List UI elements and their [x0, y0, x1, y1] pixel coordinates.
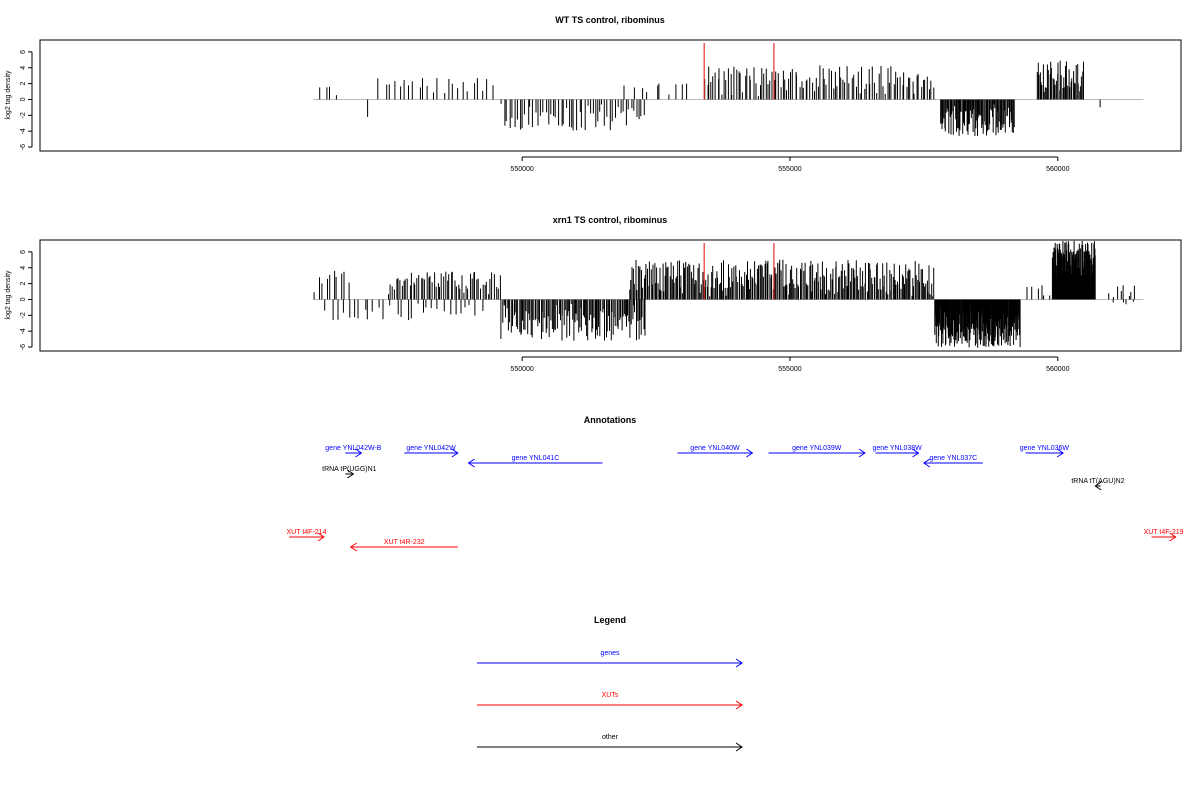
- y-axis: -6 -4 -2 0 2 4 6: [20, 50, 33, 150]
- y-tick-label: 6: [20, 250, 27, 254]
- x-axis: 550000 555000 560000: [510, 356, 1070, 373]
- feature-arrowhead: [451, 448, 459, 458]
- y-tick-label: -2: [20, 112, 27, 118]
- y-tick-label: 4: [20, 266, 27, 270]
- feature-label: tRNA tT(AGU)N2: [1071, 478, 1124, 485]
- y-tick-label: 6: [20, 50, 27, 54]
- y-tick-label: -4: [20, 128, 27, 134]
- y-tick-label: 4: [20, 66, 27, 70]
- wt-coverage-panel: WT TS control, ribominus log2 tag densit…: [5, 15, 1182, 173]
- legend-arrowhead: [735, 700, 743, 710]
- xrn1-coverage-panel: xrn1 TS control, ribominus log2 tag dens…: [5, 215, 1182, 373]
- legend-arrowhead: [735, 742, 743, 752]
- feature-arrowhead: [349, 542, 357, 552]
- panel-title: WT TS control, ribominus: [555, 15, 665, 25]
- marker-lines: [703, 243, 775, 300]
- feature-arrowhead: [317, 532, 325, 542]
- feature-arrowhead: [858, 448, 866, 458]
- annotations-track: Annotations gene YNL042W-B gene YNL042Wge…: [287, 415, 1184, 552]
- feature-arrowhead: [347, 469, 355, 479]
- legend-item: other: [477, 734, 743, 752]
- feature-gene: gene YNL037C: [922, 455, 983, 468]
- feature-label: gene YNL038W: [872, 445, 922, 452]
- feature-arrowhead: [1169, 532, 1177, 542]
- feature-arrowhead: [746, 448, 754, 458]
- feature-arrowhead: [922, 458, 931, 468]
- feature-label: gene YNL041C: [512, 455, 560, 462]
- feature-label: gene YNL036W: [1020, 445, 1070, 452]
- y-tick-label: 0: [20, 97, 27, 101]
- legend-items: genes XUTs other: [477, 650, 743, 752]
- feature-gene: gene YNL038W: [872, 445, 922, 458]
- y-tick-label: -6: [20, 344, 27, 350]
- feature-gene: gene YNL042W-B: [325, 445, 382, 458]
- coverage-bars: [313, 240, 1135, 348]
- feature-xut: XUT t4R-232: [349, 539, 458, 552]
- plot-frame: [39, 39, 1182, 152]
- feature-other: tRNA tT(AGU)N2: [1071, 478, 1125, 491]
- y-axis-label: log2 tag density: [5, 270, 12, 320]
- feature-label: gene YNL042W-B: [325, 445, 381, 452]
- y-tick-label: 2: [20, 282, 27, 286]
- x-tick-label: 555000: [778, 366, 801, 373]
- feature-arrowhead: [912, 448, 920, 458]
- feature-gene: gene YNL039W: [768, 445, 866, 458]
- legend-item: XUTs: [477, 692, 743, 710]
- feature-xut: XUT t4F-219: [1144, 529, 1184, 542]
- feature-other: tRNA tP(UGG)N1: [322, 466, 377, 479]
- feature-arrowhead: [1056, 448, 1065, 458]
- y-tick-label: 2: [20, 82, 27, 86]
- marker-lines: [703, 43, 775, 100]
- legend-arrowhead: [735, 658, 743, 668]
- x-tick-label: 550000: [510, 366, 533, 373]
- legend-label: other: [602, 734, 619, 741]
- feature-label: XUT t4F-219: [1144, 529, 1184, 536]
- coverage-bars: [319, 60, 1101, 136]
- feature-arrows: gene YNL042W-B gene YNL042W gene YNL041C ge…: [287, 445, 1184, 552]
- y-tick-label: -4: [20, 328, 27, 334]
- y-tick-label: -6: [20, 144, 27, 150]
- panel-title: xrn1 TS control, ribominus: [553, 215, 668, 225]
- feature-label: XUT t4F-214: [287, 529, 327, 536]
- y-axis-label: log2 tag density: [5, 70, 12, 120]
- x-tick-label: 555000: [778, 166, 801, 173]
- legend-item: genes: [477, 650, 743, 668]
- feature-gene: gene YNL040W: [677, 445, 754, 458]
- legend-label: XUTs: [602, 692, 619, 699]
- y-axis: -6 -4 -2 0 2 4 6: [20, 250, 33, 350]
- x-tick-label: 560000: [1046, 366, 1069, 373]
- x-tick-label: 550000: [510, 166, 533, 173]
- feature-xut: XUT t4F-214: [287, 529, 327, 542]
- feature-gene: gene YNL042W: [404, 445, 459, 458]
- feature-label: gene YNL040W: [690, 445, 740, 452]
- legend-label: genes: [600, 650, 620, 657]
- x-axis: 550000 555000 560000: [510, 156, 1070, 173]
- y-tick-label: 0: [20, 297, 27, 301]
- feature-label: tRNA tP(UGG)N1: [322, 466, 377, 473]
- feature-label: gene YNL042W: [406, 445, 456, 452]
- y-tick-label: -2: [20, 312, 27, 318]
- feature-arrowhead: [1094, 481, 1102, 491]
- plot-frame: [39, 239, 1182, 352]
- annotations-title: Annotations: [584, 415, 637, 425]
- legend-title: Legend: [594, 615, 626, 625]
- x-tick-label: 560000: [1046, 166, 1069, 173]
- feature-gene: gene YNL041C: [467, 455, 603, 468]
- feature-label: gene YNL039W: [792, 445, 842, 452]
- legend: Legend genes XUTs other: [477, 615, 743, 752]
- feature-gene: gene YNL036W: [1020, 445, 1070, 458]
- feature-arrowhead: [355, 448, 363, 458]
- feature-label: XUT t4R-232: [384, 539, 425, 546]
- feature-arrowhead: [467, 458, 475, 468]
- feature-label: gene YNL037C: [929, 455, 977, 462]
